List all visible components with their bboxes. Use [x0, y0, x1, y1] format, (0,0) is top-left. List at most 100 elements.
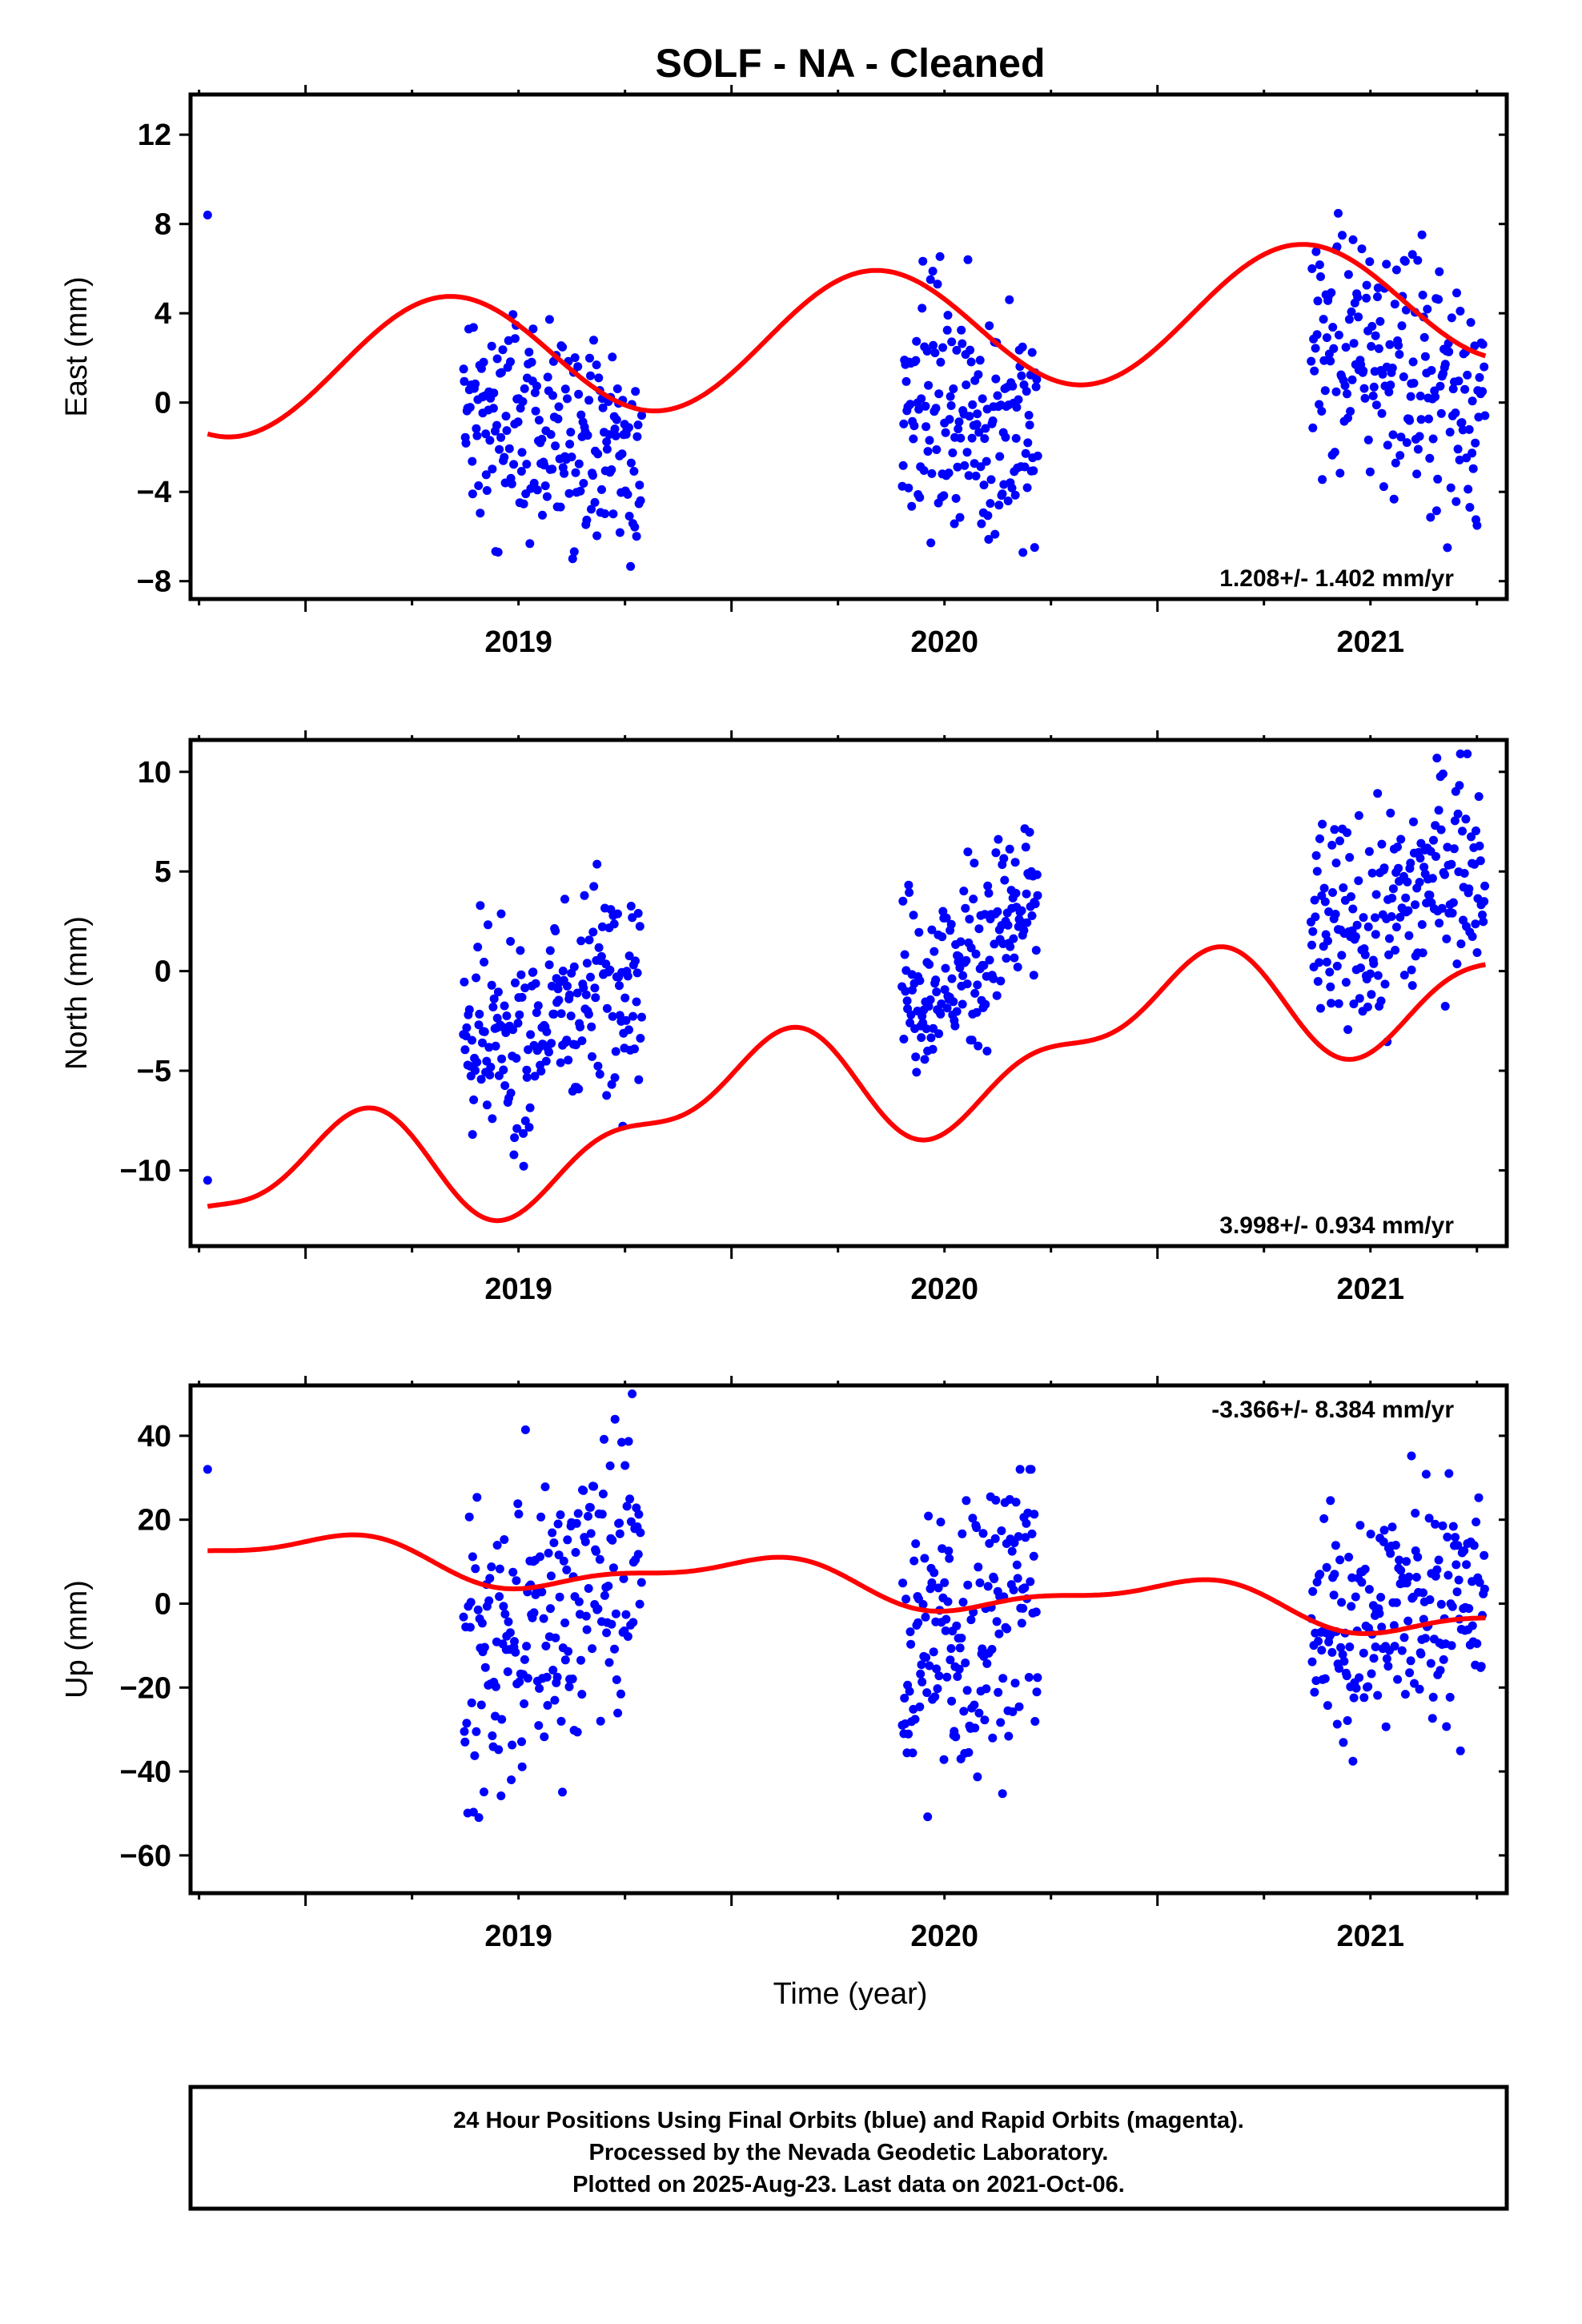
- x-tick-label: 2021: [1336, 625, 1404, 659]
- data-point: [1440, 1002, 1450, 1011]
- data-point: [467, 1698, 476, 1707]
- data-point: [1375, 1609, 1384, 1618]
- data-point: [1435, 381, 1445, 391]
- data-point: [628, 1011, 638, 1021]
- data-point: [1369, 1654, 1379, 1663]
- data-point: [495, 444, 504, 454]
- data-point: [1386, 808, 1395, 818]
- data-point: [1435, 267, 1444, 276]
- data-point: [1405, 1668, 1415, 1678]
- data-point: [1022, 889, 1031, 899]
- data-point: [514, 1510, 524, 1519]
- data-point: [1458, 826, 1467, 836]
- data-point: [930, 348, 940, 358]
- data-point: [531, 406, 540, 416]
- data-point: [1339, 883, 1348, 892]
- data-point: [1367, 990, 1376, 999]
- data-point: [1027, 348, 1037, 357]
- data-point: [1453, 444, 1463, 454]
- data-point: [1460, 1546, 1469, 1555]
- data-point: [554, 1550, 564, 1560]
- data-point: [917, 1677, 927, 1687]
- data-point: [1363, 922, 1373, 931]
- footer-box: [188, 2085, 1509, 2211]
- data-point: [1420, 352, 1430, 361]
- data-point: [1440, 870, 1449, 879]
- data-point: [1419, 862, 1429, 872]
- data-point: [963, 847, 973, 857]
- data-point: [1009, 934, 1018, 943]
- data-point: [520, 1425, 530, 1434]
- data-point: [592, 1546, 600, 1556]
- data-point: [530, 1072, 540, 1081]
- data-point: [985, 1538, 994, 1548]
- data-point: [1007, 1546, 1017, 1556]
- data-point: [579, 983, 588, 993]
- data-point: [526, 1030, 536, 1039]
- data-point: [1436, 825, 1446, 834]
- data-point: [1014, 395, 1023, 404]
- data-point: [940, 1578, 950, 1587]
- data-point: [1379, 1526, 1389, 1535]
- data-point: [1325, 967, 1335, 977]
- data-point: [921, 1024, 931, 1034]
- data-point: [1453, 1541, 1463, 1550]
- data-point: [1327, 1647, 1337, 1657]
- data-point: [1334, 208, 1343, 218]
- data-point: [588, 1051, 596, 1061]
- data-point: [465, 403, 475, 412]
- data-point: [626, 561, 636, 571]
- data-point: [574, 1084, 584, 1094]
- data-point: [504, 444, 514, 453]
- data-point: [495, 1564, 504, 1574]
- data-point: [1355, 1673, 1364, 1683]
- data-point: [1311, 850, 1321, 860]
- data-point: [564, 1647, 573, 1656]
- data-point: [944, 1546, 954, 1556]
- data-point: [1003, 497, 1013, 505]
- data-point: [607, 1619, 616, 1629]
- data-point: [459, 1612, 468, 1622]
- data-point: [543, 1701, 552, 1710]
- x-tick-label: 2019: [484, 1920, 552, 1953]
- data-point: [1442, 1722, 1452, 1731]
- data-point: [577, 1690, 587, 1699]
- data-point: [905, 400, 915, 409]
- data-point: [1447, 1602, 1457, 1611]
- data-point: [962, 448, 972, 457]
- data-point: [600, 1590, 609, 1600]
- data-point: [971, 471, 981, 480]
- data-point: [560, 384, 570, 394]
- data-point: [948, 448, 958, 457]
- data-point: [1010, 1679, 1020, 1688]
- data-point: [1319, 883, 1329, 893]
- data-point: [1324, 907, 1334, 916]
- data-point: [1033, 451, 1042, 460]
- data-point: [990, 529, 1000, 539]
- data-point: [1374, 344, 1383, 353]
- data-point: [540, 1732, 549, 1742]
- data-point: [1334, 330, 1343, 340]
- data-point: [951, 1732, 961, 1742]
- data-point: [1468, 396, 1477, 406]
- data-point: [975, 356, 985, 365]
- data-point: [972, 1523, 982, 1533]
- data-point: [556, 1510, 565, 1519]
- data-point: [987, 1645, 997, 1654]
- data-point: [589, 336, 598, 345]
- data-point: [972, 1007, 982, 1017]
- data-point: [1419, 332, 1429, 342]
- data-point: [1434, 295, 1443, 304]
- data-point: [1402, 1557, 1411, 1566]
- data-point: [1345, 853, 1355, 862]
- data-point: [923, 447, 933, 456]
- data-point: [546, 1571, 556, 1581]
- data-point: [535, 1683, 544, 1693]
- data-point: [1420, 1634, 1430, 1643]
- data-point: [1024, 1673, 1034, 1682]
- data-point: [471, 379, 480, 388]
- data-point: [562, 1565, 572, 1574]
- data-point: [1381, 1722, 1391, 1731]
- data-point: [520, 1116, 530, 1126]
